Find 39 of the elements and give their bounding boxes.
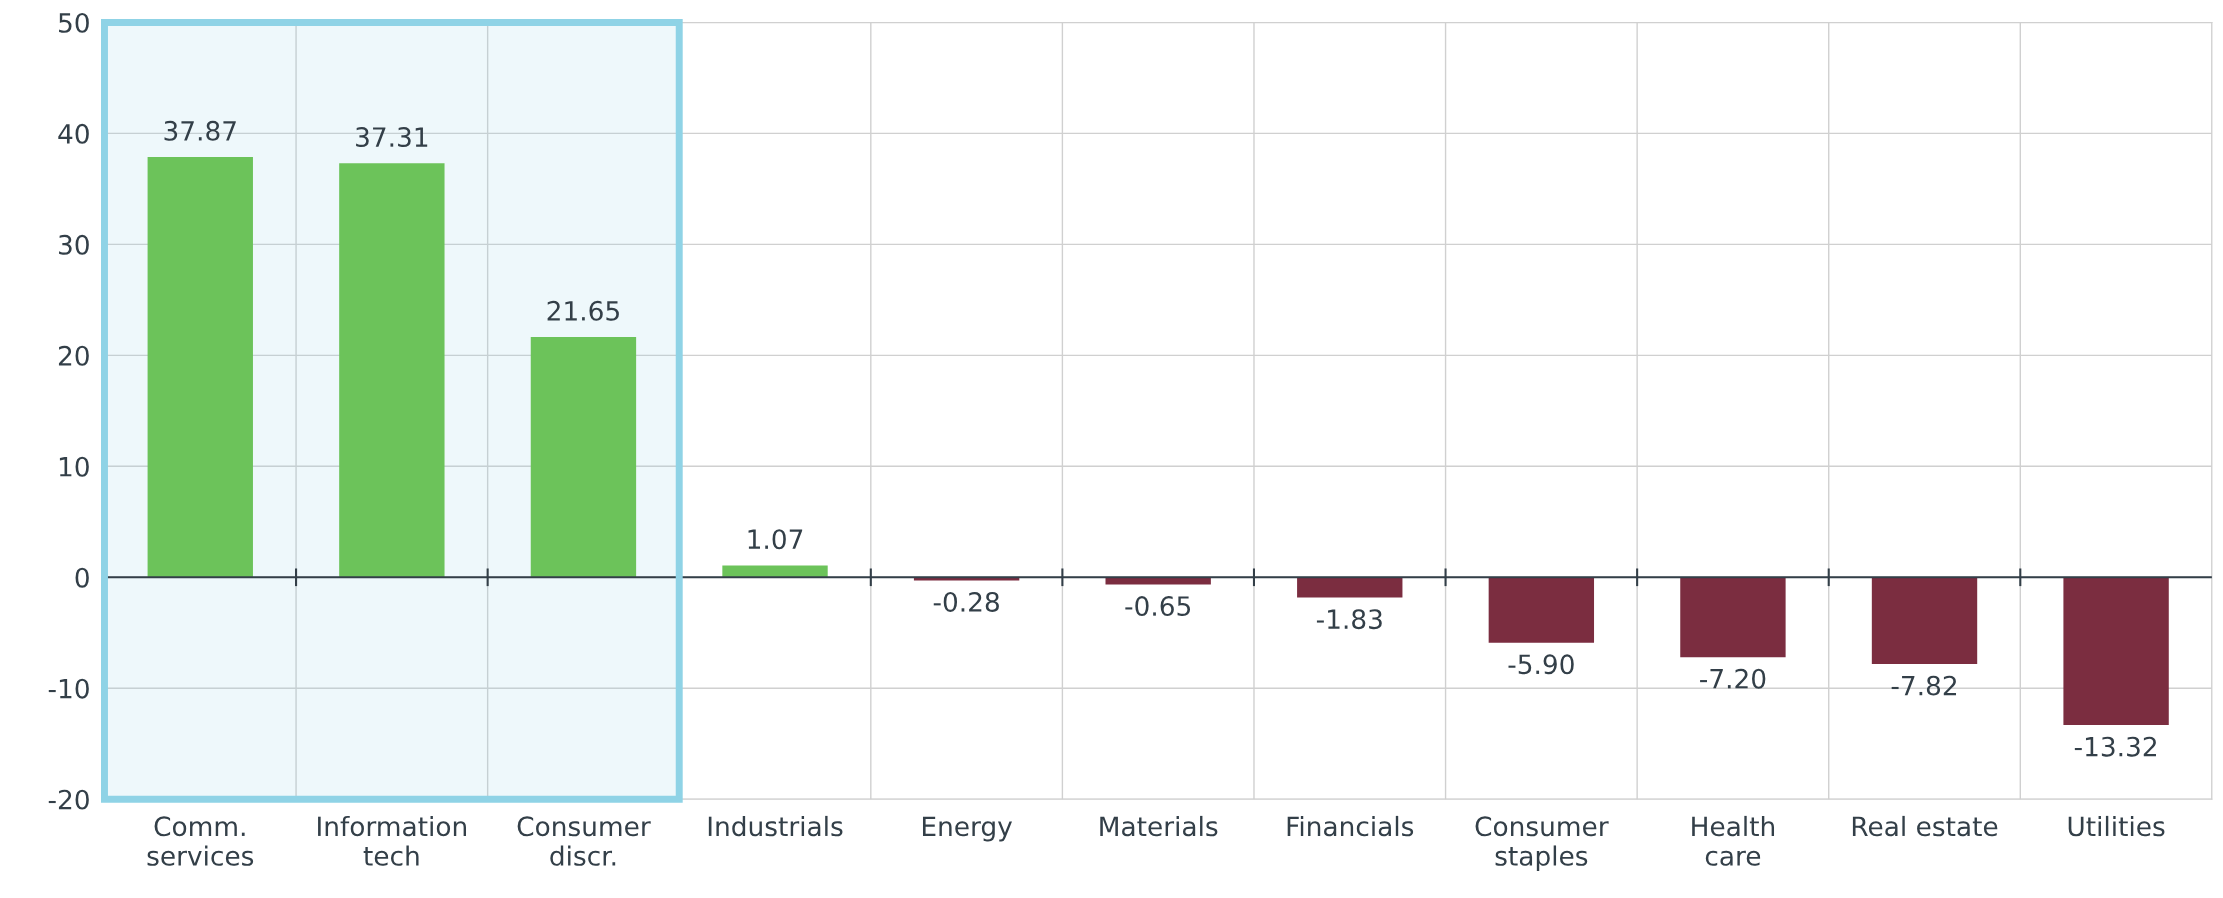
y-tick-label: 40 xyxy=(58,123,89,144)
data-label: -13.32 xyxy=(2074,736,2156,757)
y-tick-label: 10 xyxy=(59,456,89,477)
bar xyxy=(722,565,828,578)
bar xyxy=(339,163,445,578)
x-tick-label: Real estate xyxy=(1852,815,1998,837)
data-label: -0.28 xyxy=(933,591,999,612)
x-tick-label: Energy xyxy=(922,816,1013,842)
y-tick-label: 0 xyxy=(75,567,89,588)
data-label: 21.65 xyxy=(547,300,619,321)
bar xyxy=(1680,577,1786,658)
y-tick-label: -10 xyxy=(48,678,89,699)
data-label: 1.07 xyxy=(748,529,803,550)
x-tick-label: Comm. services xyxy=(147,816,254,866)
data-label: -1.83 xyxy=(1316,609,1382,630)
y-tick-label: 50 xyxy=(59,12,89,33)
data-label: -7.82 xyxy=(1891,675,1957,696)
y-tick-label: -20 xyxy=(48,789,89,810)
bar xyxy=(2063,577,2169,726)
x-tick-label: Utilities xyxy=(2068,815,2165,837)
bar xyxy=(1488,577,1595,643)
y-tick-label: 20 xyxy=(58,345,89,366)
bar xyxy=(1871,577,1978,665)
x-tick-label: Industrials xyxy=(708,815,843,837)
y-tick-label: 30 xyxy=(59,234,89,255)
x-tick-label: Materials xyxy=(1100,815,1218,837)
bar xyxy=(530,337,637,578)
x-tick-label: Financials xyxy=(1287,815,1414,837)
x-tick-label: Health care xyxy=(1692,815,1775,866)
bar xyxy=(147,157,253,578)
x-tick-label: Consumer discr. xyxy=(517,816,651,866)
data-label: 37.87 xyxy=(164,120,236,141)
data-label: -7.20 xyxy=(1700,668,1766,689)
bar xyxy=(1297,577,1403,598)
x-tick-label: Information tech xyxy=(318,815,466,866)
x-tick-label: Consumer staples xyxy=(1475,816,1609,871)
data-label: 37.31 xyxy=(356,127,428,148)
data-label: -5.90 xyxy=(1508,654,1574,675)
data-label: -0.65 xyxy=(1125,596,1191,617)
